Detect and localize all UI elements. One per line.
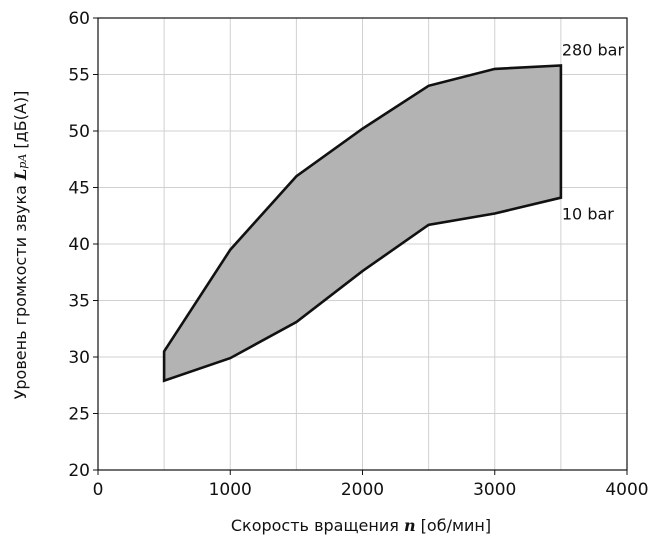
y-tick-label-55: 55 (68, 66, 90, 86)
x-axis-label: Скорость вращения n [об/мин] (231, 516, 491, 535)
series-labels: 280 bar 10 bar (562, 40, 625, 223)
x-axis-ticks: 0 1000 2000 3000 4000 (93, 470, 649, 500)
noise-range-area (162, 64, 563, 383)
y-axis-ticks: 20 25 30 35 40 45 50 55 60 (68, 9, 98, 481)
y-tick-label-20: 20 (68, 461, 90, 481)
x-tick-label-4000: 4000 (605, 480, 648, 500)
y-tick-label-60: 60 (68, 9, 90, 29)
x-tick-label-2000: 2000 (341, 480, 384, 500)
series-label-1: 10 bar (562, 205, 614, 224)
y-tick-label-30: 30 (68, 348, 90, 368)
y-axis-label: Уровень громкости звука LpA [дБ(А)] (11, 91, 30, 400)
y-tick-label-45: 45 (68, 179, 90, 199)
y-tick-label-40: 40 (68, 235, 90, 255)
x-tick-label-1000: 1000 (209, 480, 252, 500)
y-tick-label-35: 35 (68, 292, 90, 312)
y-tick-label-50: 50 (68, 122, 90, 142)
x-tick-label-3000: 3000 (473, 480, 516, 500)
series-label-0: 280 bar (562, 40, 625, 59)
y-tick-label-25: 25 (68, 405, 90, 425)
x-tick-label-0: 0 (93, 480, 104, 500)
